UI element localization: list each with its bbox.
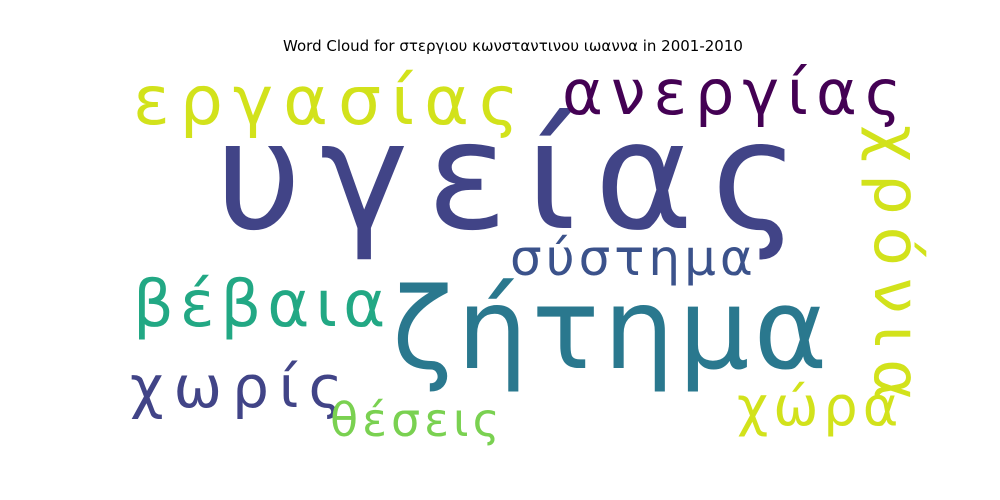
chart-title: Word Cloud for στεργιου κωνσταντινου ιωα… [283, 37, 743, 55]
word-7: σύστημα [510, 229, 757, 287]
word-1: υγείας [215, 90, 817, 264]
word-10: χώρα [737, 375, 903, 438]
word-4: ανεργίας [562, 56, 909, 129]
word-5: χρόνια [859, 125, 933, 413]
word-6: βέβαια [133, 268, 391, 342]
word-8: χωρίς [130, 353, 353, 421]
word-3: εργασίας [133, 62, 529, 141]
word-2: ζήτημα [392, 265, 831, 395]
word-9: θέσεις [330, 393, 504, 447]
